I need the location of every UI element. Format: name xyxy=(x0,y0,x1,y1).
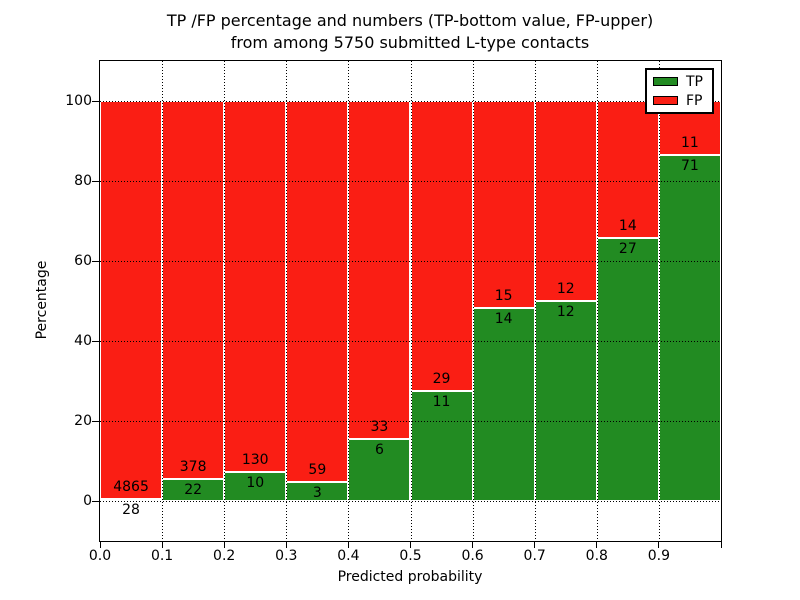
fp-bar-segment xyxy=(472,101,535,308)
grid-line-vertical xyxy=(658,61,660,541)
y-axis-tick xyxy=(92,500,99,502)
x-axis-tick xyxy=(285,541,287,548)
tp-bar-segment xyxy=(472,307,535,501)
x-tick-label: 0.4 xyxy=(337,548,360,564)
x-tick-label: 0.9 xyxy=(647,548,671,564)
grid-line-horizontal xyxy=(100,101,721,102)
grid-line-horizontal xyxy=(100,261,721,262)
tp-bar-segment xyxy=(658,154,721,501)
x-tick-label: 0.3 xyxy=(275,548,298,564)
fp-bar-segment xyxy=(162,101,225,479)
fp-count-label: 12 xyxy=(556,281,575,297)
x-axis-tick xyxy=(472,541,474,548)
y-axis-label: Percentage xyxy=(34,260,50,340)
y-tick-label: 20 xyxy=(74,413,92,429)
fp-count-label: 29 xyxy=(432,371,451,387)
x-axis-label: Predicted probability xyxy=(337,569,483,585)
tp-count-label: 14 xyxy=(494,310,513,327)
y-axis-tick xyxy=(92,420,99,422)
x-axis-tick xyxy=(347,541,349,548)
y-axis-tick xyxy=(92,260,99,262)
fp-count-label: 14 xyxy=(618,217,637,234)
x-axis-tick xyxy=(596,541,598,548)
tp-count-label: 6 xyxy=(374,442,384,459)
fp-count-label: 378 xyxy=(179,459,207,475)
y-tick-label: 40 xyxy=(74,333,92,349)
fp-count-label: 4865 xyxy=(113,478,149,495)
tp-count-label: 12 xyxy=(556,304,575,320)
grid-line-vertical xyxy=(410,61,412,541)
grid-line-vertical xyxy=(162,61,164,541)
x-axis-tick xyxy=(720,541,722,548)
tp-count-label: 3 xyxy=(312,484,322,501)
grid-line-vertical xyxy=(534,61,536,541)
fp-count-label: 11 xyxy=(681,134,699,151)
fp-bar-segment xyxy=(100,101,163,499)
legend: TP FP xyxy=(645,68,714,114)
fp-count-label: 15 xyxy=(494,287,513,304)
x-axis-tick xyxy=(658,541,660,548)
fp-bar-segment xyxy=(534,101,597,301)
grid-line-vertical xyxy=(286,61,288,541)
tp-bar-segment xyxy=(596,237,659,501)
tp-bar-segment xyxy=(348,439,411,501)
x-axis-tick xyxy=(99,541,101,548)
tp-count-label: 71 xyxy=(681,157,699,174)
fp-count-label: 59 xyxy=(308,461,327,478)
tp-bar-segment xyxy=(410,391,473,501)
grid-line-horizontal xyxy=(100,341,721,342)
fp-bar-segment xyxy=(286,101,349,482)
fp-count-label: 130 xyxy=(241,452,269,469)
x-tick-label: 0.6 xyxy=(461,548,484,564)
grid-line-vertical xyxy=(596,61,598,541)
chart-title-line-1: TP /FP percentage and numbers (TP-bottom… xyxy=(166,11,654,30)
tp-count-label: 10 xyxy=(246,475,265,492)
x-tick-label: 0.8 xyxy=(585,548,608,564)
tp-legend-swatch-icon xyxy=(653,77,678,86)
grid-line-vertical xyxy=(224,61,226,541)
x-tick-label: 0.5 xyxy=(399,548,422,564)
tp-count-label: 28 xyxy=(122,501,140,518)
fp-legend-label: FP xyxy=(686,92,703,109)
x-tick-label: 0.7 xyxy=(523,548,546,564)
y-axis-tick xyxy=(92,340,99,342)
fp-legend-swatch-icon xyxy=(653,96,678,105)
tp-bar-segment xyxy=(224,472,287,501)
plot-area: TP FP 4865 28 378 22 130 10 59 3 33 6 29 11 15 14 12 12… xyxy=(65,60,722,564)
grid-line-horizontal xyxy=(100,421,721,422)
y-axis-tick xyxy=(92,180,99,182)
chart-title-line-2: from among 5750 submitted L-type contact… xyxy=(230,33,590,52)
legend-row-tp: TP xyxy=(653,75,706,89)
x-axis-tick xyxy=(223,541,225,548)
tp-bar-segment xyxy=(100,498,163,501)
legend-row-fp: FP xyxy=(653,94,706,108)
y-axis-tick xyxy=(92,100,99,102)
y-tick-label: 60 xyxy=(74,253,92,269)
x-axis-tick xyxy=(410,541,411,548)
tp-count-label: 27 xyxy=(618,240,637,257)
tp-count-label: 22 xyxy=(184,482,203,498)
grid-line-horizontal xyxy=(100,181,721,182)
fp-bar-segment xyxy=(224,101,287,473)
tp-legend-label: TP xyxy=(686,73,703,90)
x-tick-label: 0.0 xyxy=(88,548,112,564)
y-tick-label: 100 xyxy=(65,93,92,109)
grid-line-vertical xyxy=(472,61,474,541)
fp-count-label: 33 xyxy=(370,419,389,436)
fp-bar-segment xyxy=(348,101,411,440)
y-tick-label: 80 xyxy=(74,173,92,189)
y-tick-label: 0 xyxy=(83,493,92,509)
tp-bar-segment xyxy=(534,301,597,501)
x-tick-label: 0.1 xyxy=(150,548,174,564)
x-axis-tick xyxy=(534,541,536,548)
grid-line-horizontal xyxy=(100,501,721,502)
fp-bar-segment xyxy=(410,101,473,391)
x-axis-tick xyxy=(161,541,163,548)
x-tick-label: 0.2 xyxy=(213,548,236,564)
chart-title: TP /FP percentage and numbers (TP-bottom… xyxy=(10,10,800,54)
grid-line-vertical xyxy=(348,61,350,541)
tp-count-label: 11 xyxy=(432,394,451,410)
